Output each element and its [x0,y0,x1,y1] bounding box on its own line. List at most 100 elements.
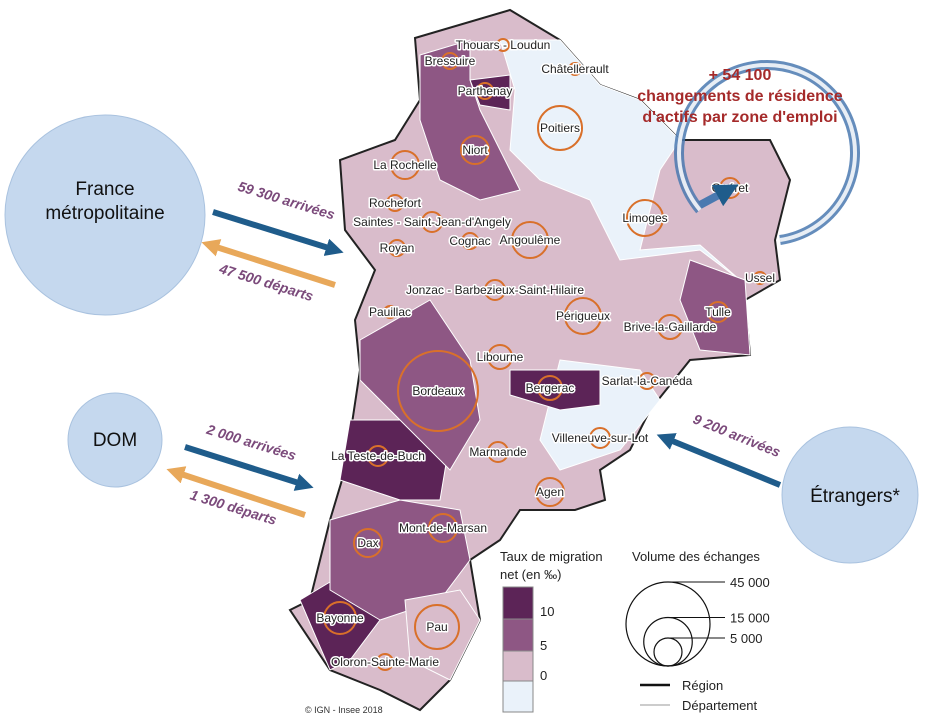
zone-circle [323,601,357,635]
zone-circle [535,477,565,507]
zone-circle [388,239,406,257]
zone-label: Oloron-Sainte-Marie [331,655,439,669]
legend-volume: 45 000 15 000 5 000 [625,575,770,667]
zone-label: Pau [426,620,447,634]
arrow-in [184,444,314,491]
zone-circle [564,297,602,335]
legend-swatch [502,680,534,713]
zone-circle [386,194,404,212]
origin-bubble [4,114,206,316]
zone-label: La Rochelle [373,158,437,172]
zone-circle [353,528,383,558]
arrow-out [201,239,336,288]
zone-circle [589,427,611,449]
legend-tick-label: 5 000 [730,631,763,646]
zone-label: Villeneuve-sur-Lot [552,431,649,445]
flow-in: 59 300 arrivées [236,178,337,223]
zone-label: Ussel [745,271,775,285]
zone-label: Agen [536,485,564,499]
zone-circle [390,150,420,180]
zone-label: La Teste-de-Buch [331,449,425,463]
zone-label: Bressuire [425,54,476,68]
zone-circle [657,314,683,340]
legend-tick-label: 45 000 [730,575,770,590]
zone-label: Thouars - Loudun [456,38,551,52]
zone-label: Pauillac [369,305,411,319]
zone-label: Bayonne [316,611,364,625]
legend-title: Taux de migration net (en ‰) [500,549,603,582]
origin-bubble [67,392,163,488]
zone-circle [487,344,513,370]
legend-circle [643,616,693,667]
legend-tick-label: 15 000 [730,611,770,626]
zone-circle [376,653,394,671]
zone-label: Rochefort [369,196,422,210]
zone-label: Royan [380,241,415,255]
zone-circle [476,82,494,100]
zone-label: Niort [462,143,488,157]
zone-circle [707,301,729,323]
zone-circle [414,604,460,650]
zone-label: Bergerac [526,381,575,395]
zone-circle [537,105,583,151]
zone-circle [626,199,664,237]
zone-label: Tulle [705,305,731,319]
zone-circle [421,211,443,233]
legend-circle [653,637,683,667]
arrow-in [212,209,344,256]
loop-arrow [677,62,857,242]
legend-ticks: 10 5 0 [540,604,554,683]
zone-label: Brive-la-Gaillarde [624,320,717,334]
origin-label: France métropolitaine [45,179,164,224]
zone-circle [487,441,509,463]
legend-tick-label: 10 [540,604,554,619]
zone-label: Jonzac - Barbezieux-Saint-Hilaire [406,283,584,297]
zone-label: Mont-de-Marsan [399,521,487,535]
zone-label: Poitiers [540,121,580,135]
arrow-in [656,433,782,488]
legend-swatch [502,618,534,652]
zone-circle [753,271,767,285]
zone-circle [511,221,549,259]
legend-line-label: Département [682,698,758,713]
zone-circle [428,513,458,543]
zone-label: Libourne [477,350,524,364]
zone-label: Sarlat-la-Canéda [602,374,693,388]
legend-title: Volume des échanges [632,549,760,564]
origin-bubble [781,426,919,564]
legend-line-label: Région [682,678,723,693]
annotation: + 54 100 changements de résidence d'actifs… [637,67,843,126]
loop-arrow-head [698,184,739,209]
zone-layer: Thouars - Loudun Bressuire Châtellerault Pa… [315,37,777,671]
zone-circle [484,279,506,301]
zone-circle [496,38,510,52]
origin-label: DOM [93,430,137,451]
zone-label: Dax [357,536,378,550]
zone-circle [397,350,479,432]
zone-label: Cognac [449,234,490,248]
zone-label: Bordeaux [412,384,463,398]
origin-label: Étrangers* [810,486,900,507]
zone-circle [638,372,656,390]
zone-circle [537,375,563,401]
legend-circle [625,581,711,667]
credit: © IGN - Insee 2018 [305,705,383,715]
zone-label: Limoges [622,211,667,225]
zone-circle [383,305,397,319]
zone-label: Marmande [469,445,527,459]
legend-tick-label: 0 [540,668,547,683]
arrow-out [166,466,306,518]
zone-circle [367,445,389,467]
legend-tick-label: 5 [540,638,547,653]
zone-circle [441,52,459,70]
zone-label: Parthenay [458,84,513,98]
zone-circle [461,232,479,250]
zone-circle [460,135,490,165]
zone-label: Angoulême [500,233,561,247]
legend-swatch [502,650,534,682]
zone-label: Châtellerault [541,62,609,76]
region-shapes [288,8,792,712]
flow-out: 47 500 départs [217,260,316,304]
zone-circle [568,62,582,76]
